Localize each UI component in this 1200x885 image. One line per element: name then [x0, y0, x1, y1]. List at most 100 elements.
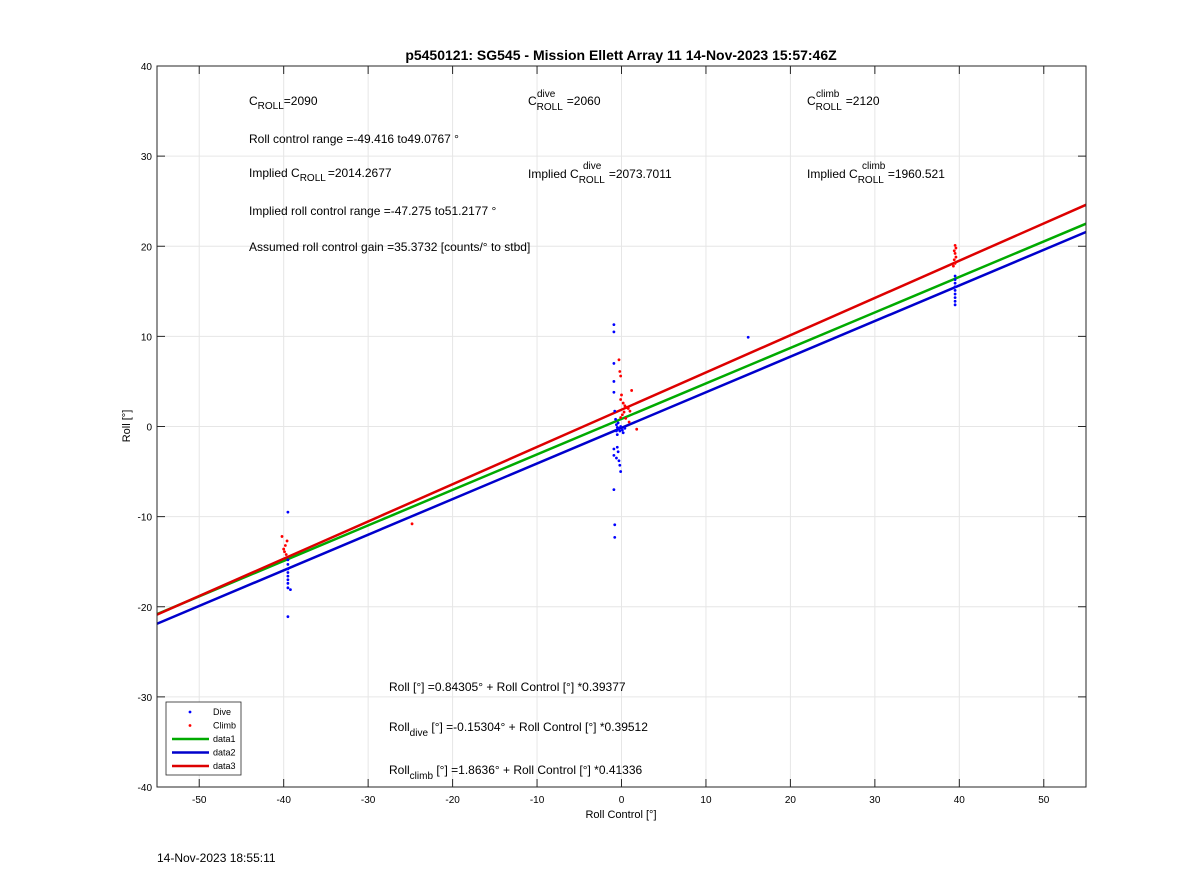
axis-ticks: -50 -40 -30 -20 -10 0 10 20 30 40 50 -40 -30 -20 -10 0 1…: [138, 62, 1086, 806]
legend-label-dive: Dive: [213, 707, 231, 717]
x-tick-label: -10: [530, 795, 545, 806]
y-axis-label: Roll [°]: [121, 410, 133, 443]
dive-point: [286, 562, 290, 566]
dive-point: [289, 588, 292, 592]
assumed-roll-control-gain: Assumed roll control gain =35.3732 [coun…: [249, 240, 530, 254]
dive-point: [953, 278, 957, 281]
fit-dive-equation: Rolldive [°] =-0.15304° + Roll Control […: [389, 720, 648, 739]
c-roll-climb-base: C: [807, 94, 816, 108]
dive-point: [746, 335, 750, 339]
legend-label-data1: data1: [213, 734, 236, 744]
x-tick-label: 20: [785, 795, 797, 806]
climb-point: [280, 535, 284, 538]
legend-label-data3: data3: [213, 761, 236, 771]
climb-point: [285, 539, 289, 543]
climb-point: [953, 261, 957, 265]
climb-point: [628, 409, 632, 413]
implied-c-roll-dive-base: C: [570, 167, 579, 181]
legend: Dive Climb data1 data2 data3: [165, 701, 242, 776]
dive-point: [613, 523, 617, 527]
implied-c-roll-dive-sub: ROLL: [579, 175, 606, 186]
x-tick-label: 30: [869, 795, 881, 806]
c-roll-sub: ROLL: [258, 101, 285, 112]
c-roll-dive-value: =2060: [567, 94, 601, 108]
dive-point: [615, 433, 619, 437]
implied-c-roll-prefix: Implied: [249, 166, 291, 180]
x-tick-label: 0: [619, 795, 625, 806]
dive-point: [612, 453, 616, 457]
x-tick-label: -20: [445, 795, 460, 806]
dive-point: [286, 586, 290, 590]
fit-all-equation: Roll [°] =0.84305° + Roll Control [°] *0…: [389, 680, 626, 694]
climb-point: [284, 553, 288, 556]
dive-point: [623, 426, 627, 430]
dive-point: [619, 470, 623, 473]
fit-line-data1: [156, 222, 1087, 616]
dive-point: [286, 578, 290, 582]
dive-point: [286, 571, 290, 574]
dive-point: [953, 292, 957, 296]
dive-point: [953, 299, 957, 303]
climb-point: [953, 252, 957, 255]
dive-point: [286, 574, 290, 578]
implied-roll-control-range: Implied roll control range =-47.275 to51…: [249, 204, 496, 218]
climb-point: [618, 370, 622, 373]
y-tick-label: -10: [138, 513, 153, 524]
dive-point: [953, 289, 957, 292]
dive-point: [615, 429, 618, 433]
climb-point: [952, 258, 956, 262]
fit-line-data3: [156, 203, 1087, 616]
data-markers: [280, 243, 958, 619]
x-tick-label: 10: [700, 795, 712, 806]
implied-c-roll-value: =2014.2677: [328, 166, 392, 180]
implied-c-roll-dive-value: =2073.7011: [609, 167, 672, 181]
fit-climb-equation: Rollclimb [°] =1.8636° + Roll Control [°…: [389, 763, 643, 782]
implied-c-roll-climb-base: C: [849, 167, 858, 181]
c-roll-climb-annotation: CROLL =2120: [807, 94, 880, 113]
fit-lines: [156, 203, 1087, 625]
x-tick-label: 40: [954, 795, 966, 806]
climb-point: [617, 358, 621, 362]
x-tick-label: -30: [361, 795, 376, 806]
fit-climb-base: Roll: [389, 763, 410, 777]
dive-point: [613, 535, 617, 539]
dive-point: [953, 281, 957, 285]
dive-point: [286, 567, 290, 571]
climb-point: [619, 416, 623, 419]
dive-point: [617, 426, 621, 430]
legend-label-data2: data2: [213, 748, 236, 758]
c-roll-climb-sub: ROLL: [816, 102, 843, 113]
climb-point: [953, 243, 957, 247]
climb-point: [283, 550, 286, 554]
dive-point: [618, 463, 622, 467]
legend-label-climb: Climb: [213, 721, 236, 731]
dive-point: [616, 421, 620, 425]
climb-point: [620, 413, 624, 417]
dive-point: [620, 428, 624, 432]
implied-c-roll-annotation: Implied CROLL =2014.2677: [249, 166, 392, 184]
dive-point: [615, 456, 618, 460]
climb-point: [624, 416, 628, 420]
c-roll-value: =2090: [284, 94, 318, 108]
dive-point: [286, 558, 290, 562]
c-roll-climb-sup: climb: [816, 89, 840, 100]
implied-c-roll-climb-annotation: Implied CROLL =1960.521: [807, 167, 945, 186]
annotations: CROLL=2090 dive CROLL =2060 climb CROLL =2…: [249, 89, 945, 782]
y-tick-label: 10: [141, 332, 153, 343]
dive-point: [618, 429, 622, 433]
climb-point: [954, 246, 958, 250]
chart-title: p5450121: SG545 - Mission Ellett Array 1…: [405, 47, 837, 63]
climb-point: [283, 544, 287, 547]
dive-point: [612, 447, 616, 451]
fit-dive-base: Roll: [389, 720, 410, 734]
dive-point: [612, 488, 616, 491]
dive-point: [953, 296, 957, 300]
c-roll-annotation: CROLL=2090: [249, 94, 318, 112]
x-axis-label: Roll Control [°]: [585, 809, 656, 821]
c-roll-dive-sup: dive: [537, 89, 556, 100]
implied-c-roll-climb-sup: climb: [862, 161, 886, 172]
y-tick-label: 0: [146, 423, 152, 434]
implied-c-roll-dive-annotation: Implied CROLL =2073.7011: [528, 167, 672, 186]
implied-c-roll-dive-prefix: Implied: [528, 167, 570, 181]
c-roll-base: C: [249, 94, 258, 108]
